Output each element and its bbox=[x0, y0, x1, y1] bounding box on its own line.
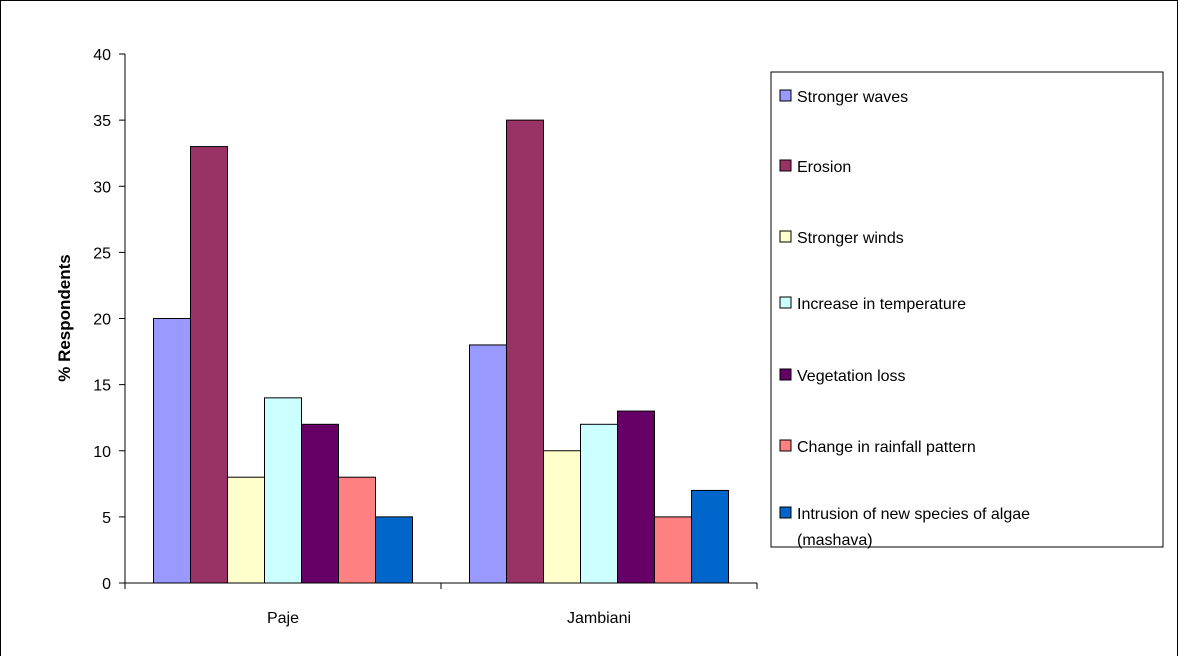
y-tick-label: 5 bbox=[102, 510, 111, 527]
legend-label: Stronger winds bbox=[797, 230, 904, 247]
bar bbox=[375, 516, 413, 584]
bar bbox=[469, 344, 507, 584]
legend-swatch bbox=[779, 439, 792, 452]
y-tick-label: 30 bbox=[93, 179, 111, 196]
x-category-label: Paje bbox=[267, 610, 299, 627]
bar bbox=[654, 516, 692, 584]
bar bbox=[543, 450, 581, 584]
legend-label: Erosion bbox=[797, 159, 851, 176]
bar bbox=[153, 318, 191, 584]
y-tick-label: 40 bbox=[93, 47, 111, 64]
x-axis: Paje Jambiani bbox=[124, 582, 758, 627]
bar bbox=[617, 410, 655, 584]
y-tick-label: 10 bbox=[93, 444, 111, 461]
y-axis: 0 5 10 15 20 25 30 35 40 bbox=[93, 47, 126, 593]
bar bbox=[227, 476, 265, 584]
bar bbox=[691, 489, 729, 584]
legend: Stronger waves Erosion Stronger winds Incre… bbox=[770, 71, 1164, 549]
legend-swatch bbox=[779, 506, 792, 519]
y-tick-label: 20 bbox=[93, 312, 111, 329]
y-axis-label: % Respondents bbox=[55, 254, 74, 382]
y-tick-label: 0 bbox=[102, 576, 111, 593]
legend-swatch bbox=[779, 296, 792, 309]
bars bbox=[153, 119, 729, 584]
legend-swatch bbox=[779, 159, 792, 172]
legend-label: Vegetation loss bbox=[797, 368, 906, 385]
bar bbox=[190, 146, 228, 584]
legend-swatch bbox=[779, 89, 792, 102]
bar bbox=[338, 476, 376, 584]
legend-swatch bbox=[779, 368, 792, 381]
y-tick-label: 15 bbox=[93, 378, 111, 395]
bar bbox=[580, 423, 618, 584]
y-tick-label: 25 bbox=[93, 245, 111, 262]
legend-swatch bbox=[779, 230, 792, 243]
legend-label: Change in rainfall pattern bbox=[797, 439, 976, 456]
bar bbox=[264, 397, 302, 584]
legend-label: Increase in temperature bbox=[797, 296, 966, 313]
bar bbox=[301, 423, 339, 584]
legend-box bbox=[770, 71, 1164, 548]
y-tick-label: 35 bbox=[93, 113, 111, 130]
x-category-label: Jambiani bbox=[567, 610, 631, 627]
legend-label: Intrusion of new species of algae (mashav… bbox=[797, 506, 1030, 549]
legend-label: Stronger waves bbox=[797, 89, 908, 106]
bar bbox=[506, 119, 544, 584]
